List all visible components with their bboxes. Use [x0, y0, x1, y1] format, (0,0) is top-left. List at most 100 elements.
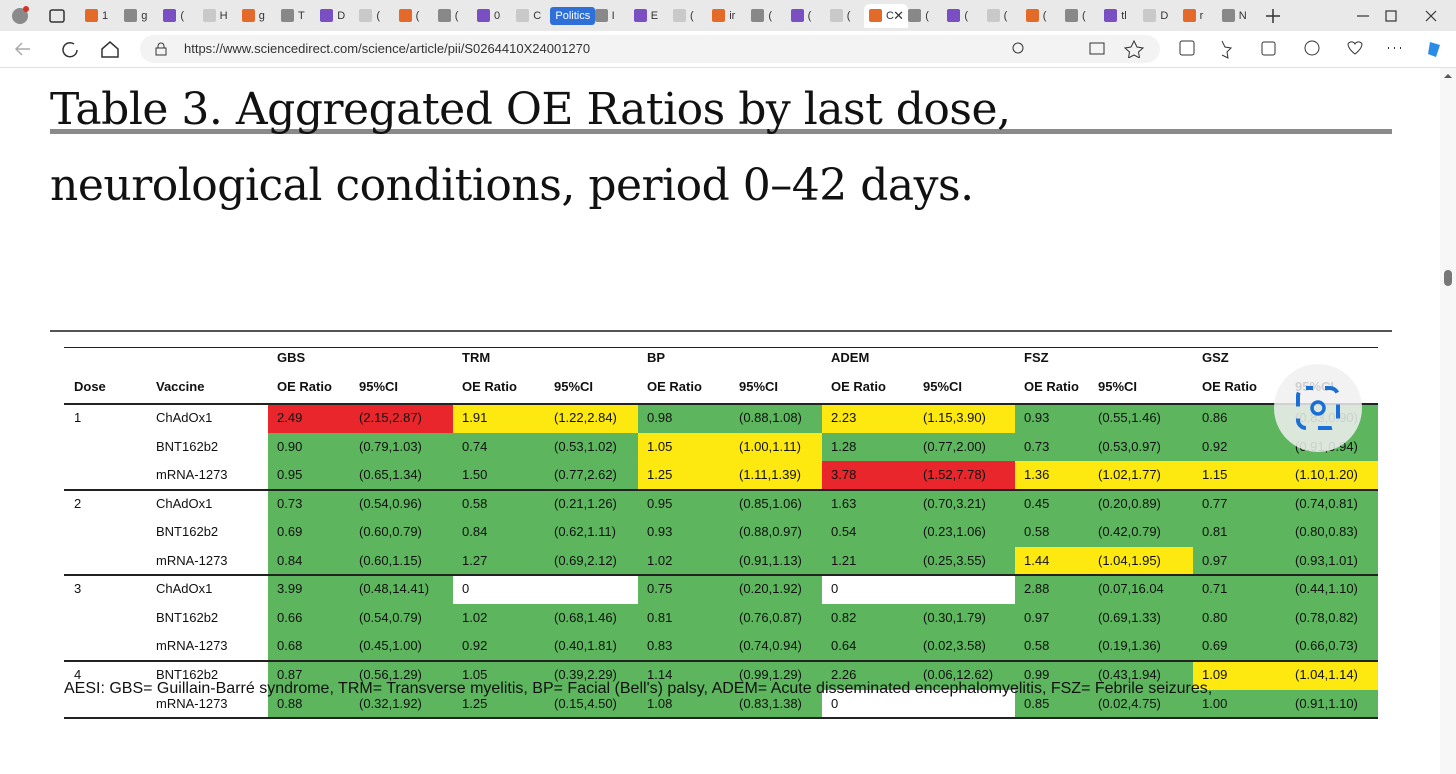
- ci-cell: (0.70,3.21): [923, 495, 986, 511]
- refresh-button[interactable]: [62, 42, 78, 58]
- cell-fill: [268, 432, 453, 462]
- favorites-icon[interactable]: [1221, 40, 1233, 59]
- browser-tab[interactable]: D: [1138, 4, 1176, 28]
- vaccine-cell: BNT162b2: [156, 666, 219, 682]
- browser-tab[interactable]: N: [1217, 4, 1255, 28]
- browser-tab[interactable]: (: [394, 4, 432, 28]
- browser-tab[interactable]: 1: [80, 4, 118, 28]
- tab-favicon: [202, 9, 216, 22]
- oe-ratio-cell: 0.92: [462, 638, 488, 654]
- oe-ratio-cell: 1.63: [831, 495, 857, 511]
- browser-tab[interactable]: Politics: [550, 4, 600, 28]
- browser-tab[interactable]: (: [825, 4, 863, 28]
- browser-tab[interactable]: (: [668, 4, 706, 28]
- split-screen-icon[interactable]: [1179, 40, 1195, 56]
- browser-tab[interactable]: C ✕: [864, 4, 908, 28]
- cell-fill: [1015, 660, 1193, 691]
- tab-actions-icon[interactable]: [49, 9, 65, 23]
- browser-tab[interactable]: (: [354, 4, 392, 28]
- browser-tab[interactable]: (: [433, 4, 471, 28]
- oe-ratio-cell: 0.58: [1024, 524, 1050, 540]
- browser-tab[interactable]: H: [198, 4, 236, 28]
- ci-cell: (0.02,3.58): [923, 638, 986, 654]
- browser-tab[interactable]: r: [1178, 4, 1216, 28]
- scrollbar: [1440, 68, 1456, 774]
- scroll-thumb[interactable]: [1444, 270, 1452, 286]
- copilot-icon[interactable]: [1428, 42, 1440, 57]
- collections-icon[interactable]: [1261, 41, 1276, 56]
- ci-cell: (2.15,2.87): [359, 410, 422, 425]
- table-bottom-border: [64, 717, 1378, 720]
- oe-ratio-cell: 0.99: [1024, 666, 1050, 682]
- home-button[interactable]: [101, 41, 119, 58]
- browser-tab[interactable]: D: [315, 4, 353, 28]
- browser-tab[interactable]: E: [629, 4, 667, 28]
- tab-title: r: [1199, 10, 1204, 22]
- ci-cell: (0.93,1.01): [1295, 552, 1358, 568]
- browser-tab[interactable]: tl: [1099, 4, 1137, 28]
- browser-tab[interactable]: (: [746, 4, 784, 28]
- health-icon[interactable]: [1347, 41, 1363, 55]
- oe-ratio-cell: 1.91: [462, 410, 488, 425]
- ci-cell: (0.62,1.11): [554, 524, 616, 540]
- cell-fill: [268, 461, 453, 491]
- tab-favicon: [163, 9, 177, 22]
- cell-fill: [1193, 660, 1378, 691]
- browser-tab[interactable]: I: [590, 4, 628, 28]
- browser-tab[interactable]: ir: [707, 4, 745, 28]
- cell-fill: [453, 660, 638, 691]
- new-tab-button[interactable]: [1266, 9, 1280, 23]
- browser-tab[interactable]: g: [237, 4, 275, 28]
- cell-fill: [268, 518, 453, 548]
- browser-tab[interactable]: (: [786, 4, 824, 28]
- visual-search-button[interactable]: [1272, 364, 1364, 456]
- browser-tab[interactable]: T: [276, 4, 314, 28]
- table-heading: Table 3. Aggregated OE Ratios by last do…: [50, 84, 1011, 211]
- column-header: OE Ratio: [1202, 379, 1257, 394]
- oe-ratio-cell: 0: [831, 581, 839, 597]
- column-header: OE Ratio: [462, 379, 517, 394]
- restore-button[interactable]: [1385, 10, 1397, 22]
- oe-ratio-cell: 0.80: [1202, 609, 1228, 625]
- column-header: 95%CI: [554, 379, 594, 394]
- cell-fill: [1015, 632, 1193, 662]
- ci-cell: (0.60,1.15): [359, 552, 422, 568]
- group-header: GSZ: [1202, 350, 1229, 365]
- url-field[interactable]: https://www.sciencedirect.com/science/ar…: [140, 35, 1160, 63]
- browser-tab[interactable]: (: [903, 4, 941, 28]
- toolbar-icons: [1179, 40, 1440, 59]
- favorite-icon[interactable]: [1123, 40, 1145, 58]
- cell-fill: [453, 489, 638, 519]
- browser-tab[interactable]: (: [158, 4, 196, 28]
- browser-tab[interactable]: (: [1060, 4, 1098, 28]
- browser-tab[interactable]: 0: [472, 4, 510, 28]
- back-button[interactable]: [14, 42, 30, 56]
- browser-tab[interactable]: g: [119, 4, 157, 28]
- oe-ratio-cell: 2.23: [831, 410, 857, 425]
- oe-ratio-cell: 0.95: [647, 495, 673, 511]
- browser-tab[interactable]: (: [1021, 4, 1059, 28]
- cell-fill: [453, 689, 638, 719]
- reader-icon[interactable]: [1089, 42, 1105, 55]
- ci-cell: (0.02,4.75): [1098, 695, 1161, 711]
- oe-ratio-cell: 1.02: [647, 552, 673, 568]
- cell-fill: [268, 632, 453, 662]
- oe-ratio-cell: 1.00: [1202, 695, 1228, 711]
- browser-tab[interactable]: (: [942, 4, 980, 28]
- ci-cell: (0.21,1.26): [554, 495, 617, 511]
- ci-cell: (0.69,2.12): [554, 552, 617, 568]
- tab-close-button[interactable]: ✕: [893, 8, 904, 23]
- cell-fill: [638, 461, 822, 491]
- close-window-button[interactable]: [1425, 10, 1437, 22]
- ci-cell: (0.20,1.92): [739, 581, 802, 597]
- browser-tab[interactable]: (: [982, 4, 1020, 28]
- scroll-up-arrow[interactable]: [1444, 74, 1452, 78]
- zoom-icon[interactable]: [1012, 42, 1024, 54]
- oe-ratio-cell: 1.09: [1202, 666, 1228, 682]
- ci-cell: (0.43,1.94): [1098, 666, 1161, 682]
- browser-tab[interactable]: C: [511, 4, 549, 28]
- history-icon[interactable]: [1304, 40, 1320, 56]
- column-header: OE Ratio: [647, 379, 702, 394]
- cell-fill: [822, 689, 1015, 719]
- tab-title: D: [337, 10, 346, 22]
